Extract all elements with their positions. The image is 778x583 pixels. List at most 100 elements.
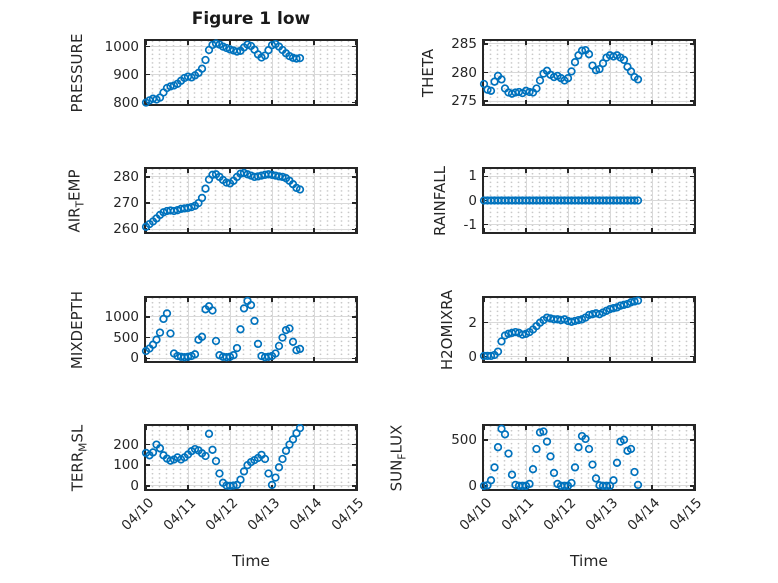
y-axis-label-text: LUX — [387, 424, 406, 454]
tick-mark — [693, 169, 695, 173]
tick-mark — [352, 316, 356, 318]
gridline — [609, 298, 611, 361]
tick-mark — [651, 357, 653, 361]
gridline — [271, 426, 273, 489]
gridline — [484, 175, 694, 177]
tick-mark — [690, 175, 694, 178]
tick-mark — [484, 355, 488, 358]
tick-mark — [352, 443, 356, 446]
tick-mark — [525, 298, 527, 302]
tick-mark — [693, 357, 695, 361]
tick-mark — [145, 298, 147, 302]
y-tick-label: 280 — [451, 64, 477, 81]
y-axis-label-subscript: F — [396, 453, 409, 460]
tick-mark — [693, 485, 695, 489]
gridline — [567, 426, 569, 489]
y-axis-label-text: RAINFALL — [431, 165, 449, 236]
tick-mark — [651, 100, 653, 104]
tick-mark — [651, 426, 653, 430]
tick-mark — [271, 426, 273, 430]
y-tick-label: 200 — [113, 436, 139, 453]
tick-mark — [187, 41, 189, 45]
tick-mark — [146, 202, 150, 204]
gridline — [313, 298, 315, 361]
gridline — [313, 41, 315, 104]
gridline — [146, 316, 356, 318]
gridline — [187, 169, 189, 232]
data-point-markers — [479, 196, 643, 205]
tick-mark — [146, 316, 150, 318]
y-tick-label: 1000 — [104, 308, 139, 325]
y-axis-label: RAINFALL — [431, 166, 449, 236]
gridline — [146, 337, 356, 339]
gridline — [484, 485, 694, 487]
y-tick-label: 1000 — [104, 38, 139, 55]
subplot-h2omixra: 0 2 H2OMIXRA — [438, 289, 696, 370]
y-axis-label-text: AIR — [65, 206, 84, 232]
tick-mark — [146, 357, 150, 360]
tick-mark — [693, 100, 695, 104]
y-axis-label: SUNFLUX — [388, 424, 409, 491]
tick-mark — [609, 298, 611, 302]
tick-mark — [609, 228, 611, 232]
tick-mark — [352, 45, 356, 48]
y-tick-label: 270 — [113, 195, 139, 212]
tick-mark — [187, 298, 189, 302]
gridline — [271, 41, 273, 104]
x-axis-label: Time — [570, 552, 608, 570]
tick-mark — [690, 71, 694, 74]
gridline — [146, 228, 356, 230]
data-point-markers — [141, 39, 305, 107]
tick-mark — [145, 426, 147, 430]
tick-mark — [313, 169, 315, 173]
tick-mark — [355, 298, 357, 302]
gridline — [484, 100, 694, 102]
data-point-markers — [141, 423, 305, 491]
y-axis-label: THETA — [419, 48, 437, 96]
tick-mark — [567, 357, 569, 361]
tick-mark — [483, 426, 485, 430]
tick-mark — [352, 464, 356, 466]
y-tick-label: 0 — [468, 477, 477, 494]
tick-mark — [483, 298, 485, 302]
tick-mark — [355, 41, 357, 45]
tick-mark — [187, 485, 189, 489]
y-axis-label-text: THETA — [419, 48, 437, 97]
tick-mark — [567, 100, 569, 104]
tick-mark — [355, 357, 357, 361]
gridline — [609, 426, 611, 489]
tick-mark — [187, 100, 189, 104]
gridline — [484, 43, 694, 45]
tick-mark — [651, 485, 653, 489]
tick-mark — [693, 298, 695, 302]
tick-mark — [145, 169, 147, 173]
tick-mark — [313, 41, 315, 45]
tick-mark — [313, 228, 315, 232]
tick-mark — [146, 464, 150, 466]
tick-mark — [693, 41, 695, 45]
y-tick-label: 2 — [468, 314, 477, 331]
y-tick-label: 275 — [451, 93, 477, 110]
tick-mark — [609, 100, 611, 104]
tick-mark — [484, 43, 488, 45]
tick-mark — [483, 228, 485, 232]
data-point-markers — [479, 424, 643, 490]
tick-mark — [146, 485, 150, 487]
tick-mark — [484, 71, 488, 74]
gridline — [484, 356, 694, 358]
gridline — [313, 169, 315, 232]
tick-mark — [525, 41, 527, 45]
tick-mark — [145, 485, 147, 489]
tick-mark — [567, 41, 569, 45]
subplot-air-temp: 260 270 280 AIRTEMP — [66, 167, 358, 237]
subplot-terr-msl: 0 100 200 TERRMSL 04/10 04/11 04/12 04/13 04/14 0… — [69, 423, 367, 570]
tick-mark — [146, 176, 150, 178]
gridline — [484, 322, 694, 324]
tick-mark — [609, 357, 611, 361]
gridline — [146, 444, 356, 446]
tick-mark — [690, 485, 694, 487]
tick-mark — [484, 223, 488, 226]
subplot-rainfall: -1 0 1 RAINFALL — [431, 166, 696, 235]
tick-mark — [609, 426, 611, 430]
